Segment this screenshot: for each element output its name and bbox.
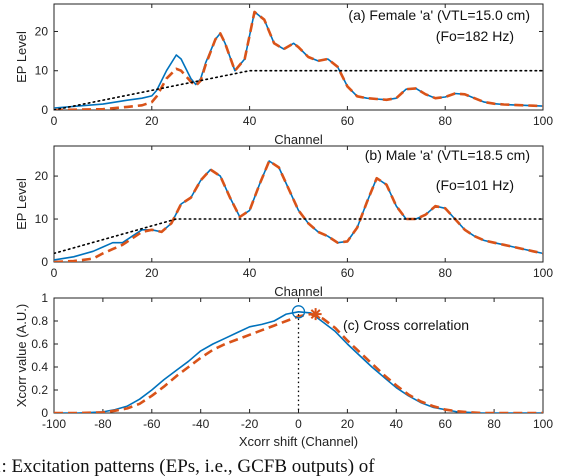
- x-tick-label: 60: [439, 417, 453, 431]
- x-tick-label: 80: [487, 417, 501, 431]
- y-tick-label: 10: [35, 212, 49, 226]
- y-axis-label: EP Level: [14, 31, 29, 83]
- y-tick-label: 0: [41, 406, 48, 420]
- y-tick-label: 0.2: [31, 383, 48, 397]
- y-tick-label: 0.6: [31, 337, 48, 351]
- panel-annotation: (a) Female 'a' (VTL=15.0 cm): [348, 7, 530, 23]
- peak-circle-marker: [291, 305, 306, 319]
- x-tick-label: 100: [533, 114, 553, 128]
- peak-asterisk-marker: [309, 308, 322, 321]
- series-line-dotted: [54, 69, 543, 110]
- series-line-dotted: [54, 218, 543, 255]
- x-tick-label: -20: [241, 417, 259, 431]
- x-tick-label: -100: [42, 417, 66, 431]
- axes-frame: [53, 3, 544, 111]
- y-tick-label: 0: [41, 255, 48, 269]
- x-tick-label: 40: [390, 417, 404, 431]
- panel-annotation: (Fo=101 Hz): [436, 177, 514, 193]
- x-axis-label: Channel: [274, 284, 323, 299]
- y-tick-label: 0.4: [31, 360, 48, 374]
- y-tick-label: 0.8: [31, 314, 48, 328]
- x-tick-label: 20: [145, 114, 159, 128]
- y-axis-label: Xcorr value (A.U.): [14, 304, 29, 407]
- x-tick-label: 60: [341, 114, 355, 128]
- subplot-c: -100 -80 -60 -40 -20 0 20 40 60 80 100 0 0.2 0.4 0.6 0.…: [14, 291, 553, 449]
- series-line-dashed: [54, 159, 543, 262]
- series-group: [54, 311, 543, 413]
- series-group: [54, 159, 543, 262]
- series-line-solid: [54, 311, 543, 413]
- y-tick-label: 1: [41, 291, 48, 305]
- series-line-solid: [54, 160, 543, 261]
- panel-annotation: (Fo=182 Hz): [436, 28, 514, 44]
- figure-caption: 1: Excitation patterns (EPs, i.e., GCFB …: [0, 456, 375, 476]
- x-tick-label: -40: [192, 417, 210, 431]
- x-tick-label: -80: [94, 417, 112, 431]
- x-tick-label: 20: [145, 266, 159, 280]
- x-tick-label: 80: [439, 114, 453, 128]
- y-axis-label: EP Level: [14, 178, 29, 230]
- x-tick-label: 0: [51, 266, 58, 280]
- y-tick-label: 0: [41, 103, 48, 117]
- x-tick-label: 80: [439, 266, 453, 280]
- x-axis-label: Xcorr shift (Channel): [239, 434, 358, 449]
- x-tick-label: 60: [341, 266, 355, 280]
- y-tick-label: 20: [35, 24, 49, 38]
- series-line-dashed: [54, 10, 543, 110]
- x-tick-label: 100: [533, 417, 553, 431]
- x-tick-label: 0: [51, 114, 58, 128]
- panel-annotation: (c) Cross correlation: [343, 317, 469, 333]
- x-tick-label: 20: [341, 417, 355, 431]
- axes-frame: [53, 145, 544, 263]
- subplot-b: 0 20 40 60 80 100 0 10 20 Channel EP Level (b) Male…: [14, 145, 553, 299]
- x-tick-label: 0: [295, 417, 302, 431]
- x-axis-label: Channel: [274, 132, 323, 147]
- y-tick-label: 20: [35, 169, 49, 183]
- series-group: [54, 10, 543, 110]
- asterisk-stroke: [310, 309, 321, 320]
- x-tick-label: 100: [533, 266, 553, 280]
- x-tick-label: 40: [243, 114, 257, 128]
- x-tick-label: -60: [143, 417, 161, 431]
- series-line-solid: [54, 11, 543, 109]
- subplot-a: 0 20 40 60 80 100 0 10 20 Channel EP Level (a) Fema…: [14, 3, 553, 147]
- x-tick-label: 40: [243, 266, 257, 280]
- y-tick-label: 10: [35, 64, 49, 78]
- panel-annotation: (b) Male 'a' (VTL=18.5 cm): [365, 147, 530, 163]
